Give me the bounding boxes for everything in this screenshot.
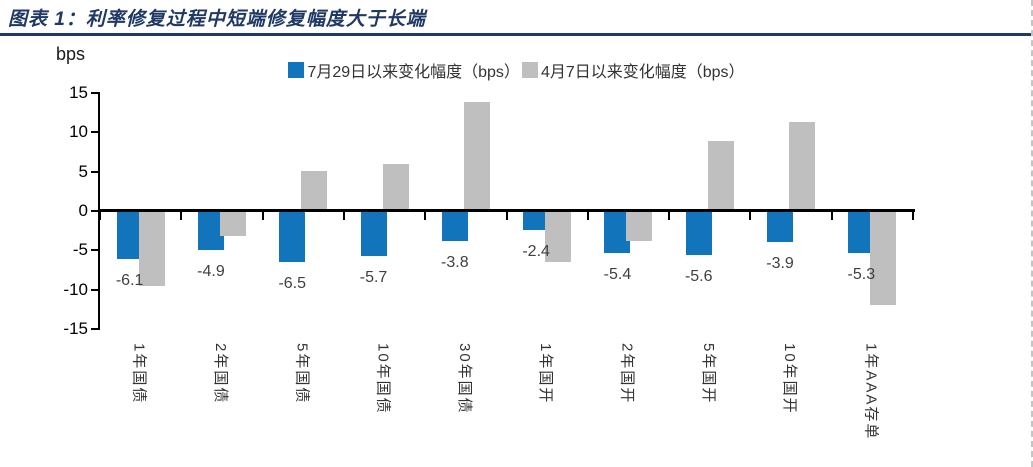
x-tick-mark (342, 212, 345, 220)
y-tick-mark (91, 249, 99, 252)
x-category-label-1: 2年国债 (211, 343, 229, 405)
x-category-label-5: 1年国开 (537, 343, 555, 405)
bar-apr7-1 (219, 211, 246, 237)
y-tick-mark (91, 288, 99, 291)
y-tick-label: -15 (63, 319, 88, 338)
legend-swatch-jul29 (288, 62, 305, 78)
legend-swatch-apr7 (521, 62, 538, 78)
bar-jul29-2 (279, 211, 306, 263)
x-category-label-9: 1年AAA存单 (862, 343, 880, 441)
x-category-label-0: 1年国债 (130, 343, 148, 405)
legend-label-apr7: 4月7日以来变化幅度（bps） (540, 64, 745, 81)
x-tick-mark (912, 212, 914, 220)
bar-apr7-5 (545, 211, 572, 263)
bar-value-label-1: -4.9 (197, 262, 225, 280)
bar-jul29-4 (441, 211, 468, 241)
x-tick-mark (424, 212, 427, 220)
chart-legend: 7月29日以来变化幅度（bps） 4月7日以来变化幅度（bps） (0, 58, 1031, 82)
bar-jul29-3 (360, 211, 387, 256)
x-tick-mark (830, 212, 833, 220)
bar-jul29-6 (604, 211, 631, 254)
bar-jul29-8 (767, 211, 794, 242)
x-category-label-3: 10年国债 (374, 343, 392, 415)
bar-jul29-9 (848, 211, 875, 253)
x-tick-mark (180, 212, 183, 220)
y-tick-label: -10 (63, 279, 88, 299)
y-tick-label: -5 (72, 240, 88, 260)
bar-apr7-0 (138, 211, 165, 286)
y-tick-mark (91, 92, 99, 94)
bar-value-label-8: -3.9 (766, 254, 794, 272)
bar-jul29-1 (197, 211, 224, 250)
legend-label-jul29: 7月29日以来变化幅度（bps） (307, 64, 520, 81)
bar-jul29-5 (523, 211, 550, 230)
bar-value-label-6: -5.4 (603, 266, 632, 284)
bar-apr7-7 (707, 140, 734, 211)
bar-jul29-7 (685, 211, 712, 256)
figure-title: 图表 1：利率修复过程中短端修复幅度大于长端 (8, 9, 426, 30)
legend-item-jul29: 7月29日以来变化幅度（bps） (288, 58, 520, 82)
x-tick-mark (586, 212, 589, 220)
bar-value-label-4: -3.8 (441, 253, 469, 271)
x-category-label-6: 2年国开 (618, 343, 636, 405)
y-tick-mark (91, 131, 99, 134)
bar-apr7-4 (463, 102, 490, 211)
y-tick-mark (91, 170, 99, 173)
y-axis-unit-label: bps (56, 44, 86, 64)
legend-item-apr7: 4月7日以来变化幅度（bps） (521, 58, 745, 82)
bar-value-label-7: -5.6 (684, 268, 713, 286)
x-category-label-4: 30年国债 (455, 343, 473, 415)
bar-value-label-2: -6.5 (278, 275, 307, 293)
x-category-label-2: 5年国债 (293, 343, 311, 405)
x-category-label-7: 5年国开 (699, 343, 717, 405)
y-tick-label: 5 (78, 161, 88, 181)
y-tick-mark (91, 210, 99, 212)
bar-apr7-3 (382, 163, 409, 211)
x-tick-mark (261, 212, 264, 220)
y-tick-label: 15 (69, 83, 88, 102)
bar-apr7-8 (789, 122, 816, 211)
bar-value-label-9: -5.3 (847, 265, 876, 283)
bar-apr7-9 (870, 211, 897, 306)
bar-apr7-6 (626, 211, 653, 241)
bar-value-label-0: -6.1 (115, 271, 144, 289)
x-tick-mark (749, 212, 752, 220)
bar-value-label-3: -5.7 (359, 268, 388, 286)
bar-chart: bps 7月29日以来变化幅度（bps） 4月7日以来变化幅度（bps） 15 1… (0, 36, 1031, 467)
y-tick-label: 10 (69, 122, 88, 142)
y-tick-mark (91, 328, 99, 330)
bar-value-label-5: -2.4 (522, 242, 550, 260)
x-tick-mark (99, 212, 101, 220)
title-divider (0, 33, 1031, 36)
x-tick-mark (668, 212, 671, 220)
x-axis-line (98, 209, 915, 212)
x-category-label-8: 10年国开 (781, 343, 799, 415)
y-tick-label: 0 (78, 201, 88, 220)
bar-jul29-0 (116, 211, 143, 259)
x-tick-mark (505, 212, 508, 220)
bar-apr7-2 (301, 170, 328, 211)
